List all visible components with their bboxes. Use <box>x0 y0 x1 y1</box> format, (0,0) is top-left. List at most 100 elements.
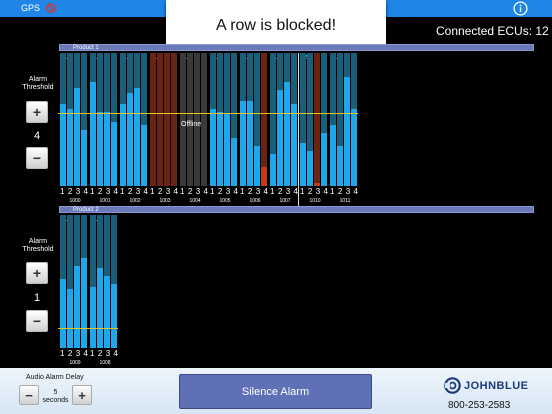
section-number: 4 <box>323 187 328 196</box>
section-column <box>90 215 96 348</box>
row-id-label: 1010 <box>309 198 321 204</box>
section-flow-bar <box>90 287 96 348</box>
section-number: 3 <box>105 349 111 358</box>
section-number: 4 <box>263 187 268 196</box>
section-number: 3 <box>195 187 201 196</box>
section-number: 4 <box>113 349 118 358</box>
row-meter: 1 <box>180 53 208 186</box>
row-id-label: 1004 <box>189 198 201 204</box>
product-2-threshold-label: Alarm Threshold <box>13 238 63 254</box>
row-meter: 1 <box>330 53 358 186</box>
section-flow-bar <box>247 101 253 186</box>
section-flow-bar <box>344 77 350 186</box>
section-number: 4 <box>173 187 178 196</box>
row-id-label: 1001 <box>99 198 111 204</box>
gps-disabled-icon <box>46 3 56 13</box>
section-flow-bar <box>321 133 327 186</box>
section-number: 2 <box>307 187 313 196</box>
section-flow-bar <box>270 154 276 186</box>
johnblue-logo: JOHNBLUE <box>444 377 529 394</box>
silence-alarm-button[interactable]: Silence Alarm <box>179 374 372 409</box>
section-number: 3 <box>75 349 81 358</box>
row-meter: 1 <box>90 53 118 186</box>
section-column <box>141 53 147 186</box>
section-number: 1 <box>90 349 95 358</box>
plus-icon: + <box>32 265 42 281</box>
plus-icon: + <box>32 104 42 120</box>
section-column <box>201 53 207 186</box>
alarm-threshold-line <box>58 113 358 114</box>
section-flow-bar <box>291 104 297 186</box>
row-id-label: 1006 <box>249 198 261 204</box>
section-column <box>157 53 163 186</box>
row-id-label: 1009 <box>69 360 81 366</box>
section-column <box>330 53 336 186</box>
section-number: 4 <box>203 187 208 196</box>
section-flow-bar <box>67 289 73 348</box>
section-flow-bar <box>337 146 343 186</box>
section-column <box>171 53 177 186</box>
section-number: 3 <box>135 187 141 196</box>
section-number: 1 <box>270 187 275 196</box>
section-number: 3 <box>105 187 111 196</box>
audio-alarm-delay-label: Audio Alarm Delay <box>26 374 84 381</box>
section-flow-bar <box>224 114 230 186</box>
product-1-header: Product 1 <box>59 44 534 51</box>
alert-message: A row is blocked! <box>215 16 337 34</box>
section-flow-bar <box>330 125 336 186</box>
section-number: 4 <box>83 187 88 196</box>
johnblue-logo-icon <box>444 377 461 394</box>
section-number: 2 <box>187 187 193 196</box>
section-number: 2 <box>247 187 253 196</box>
section-number: 3 <box>225 187 231 196</box>
row-meter: 1 <box>240 53 268 186</box>
section-flow-bar <box>67 109 73 186</box>
section-flow-bar <box>210 109 216 186</box>
section-number: 2 <box>337 187 343 196</box>
delay-number: 5 <box>53 389 58 396</box>
row-meter: 2 <box>300 53 328 186</box>
delay-increase-button[interactable]: + <box>72 385 92 405</box>
product-2-threshold-value: 1 <box>33 292 41 304</box>
delay-value: 5 seconds <box>42 389 69 405</box>
delay-decrease-button[interactable]: − <box>19 385 39 405</box>
section-number: 1 <box>60 349 65 358</box>
section-column <box>180 53 186 186</box>
section-number: 1 <box>120 187 125 196</box>
product-1-threshold-decrease-button[interactable]: − <box>26 147 48 169</box>
section-flow-bar <box>231 138 237 186</box>
section-column <box>111 53 117 186</box>
offline-label: Offline <box>181 121 202 128</box>
section-flow-bar <box>277 90 283 186</box>
section-number: 2 <box>127 187 133 196</box>
section-flow-bar <box>127 93 133 186</box>
blocked-row-alert: A row is blocked! <box>166 0 386 51</box>
section-number: 4 <box>83 349 88 358</box>
section-flow-bar <box>314 183 320 186</box>
product-2-threshold-decrease-button[interactable]: − <box>26 310 48 332</box>
section-column <box>314 53 320 186</box>
section-number: 2 <box>97 349 103 358</box>
row-meter: 1 <box>90 215 118 348</box>
section-number: 1 <box>300 187 305 196</box>
section-column <box>187 53 193 186</box>
row-meter: 1 <box>120 53 148 186</box>
alarm-threshold-line <box>58 328 118 329</box>
section-number: 2 <box>67 187 73 196</box>
section-flow-bar <box>60 104 66 186</box>
minus-icon: − <box>32 313 42 329</box>
product-2-threshold-increase-button[interactable]: + <box>26 262 48 284</box>
section-flow-bar <box>90 82 96 186</box>
info-icon[interactable] <box>513 1 528 16</box>
section-number: 2 <box>157 187 163 196</box>
section-flow-bar <box>97 112 103 186</box>
product-1-threshold-label: Alarm Threshold <box>13 76 63 92</box>
section-flow-bar <box>81 258 87 348</box>
row-group-separator <box>298 53 299 206</box>
section-flow-bar <box>300 143 306 186</box>
product-1-threshold-increase-button[interactable]: + <box>26 101 48 123</box>
